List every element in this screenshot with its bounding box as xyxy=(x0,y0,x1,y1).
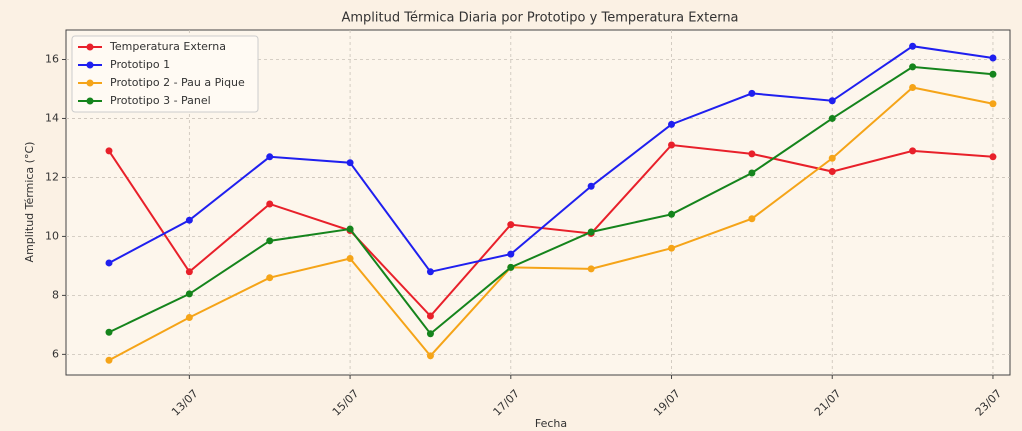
legend-marker xyxy=(86,43,94,51)
legend-marker xyxy=(86,61,94,69)
point xyxy=(587,228,595,236)
point xyxy=(266,274,274,282)
point xyxy=(748,169,756,177)
point xyxy=(587,182,595,190)
legend-marker xyxy=(86,79,94,87)
point xyxy=(909,84,917,91)
point xyxy=(828,168,836,176)
x-axis-label: Fecha xyxy=(535,417,567,430)
point xyxy=(346,225,354,233)
point xyxy=(828,154,836,162)
series-line xyxy=(108,143,994,318)
legend-label: Prototipo 3 - Panel xyxy=(110,94,211,107)
point xyxy=(426,312,434,320)
y-tick-label: 6 xyxy=(52,347,59,360)
series-line xyxy=(108,45,994,273)
point xyxy=(668,120,676,128)
point xyxy=(426,352,434,360)
point xyxy=(748,215,756,223)
point xyxy=(909,42,917,50)
point xyxy=(909,63,917,71)
point xyxy=(105,147,113,155)
point xyxy=(748,150,756,158)
series-line xyxy=(108,65,994,336)
legend: Temperatura Externa Prototipo 1 Prototipo … xyxy=(71,35,259,113)
legend-label: Temperatura Externa xyxy=(109,40,226,53)
point xyxy=(909,147,917,155)
point xyxy=(507,221,515,229)
point xyxy=(507,250,515,258)
y-axis-label: Amplitud Térmica (°C) xyxy=(23,142,36,263)
point xyxy=(828,114,836,122)
marks xyxy=(105,42,997,364)
point xyxy=(668,210,676,218)
y-tick-label: 12 xyxy=(45,170,59,183)
point xyxy=(989,153,997,161)
point xyxy=(266,153,274,161)
point xyxy=(748,89,756,97)
legend-marker xyxy=(86,97,94,105)
point xyxy=(426,268,434,276)
point xyxy=(105,356,113,364)
legend-label: Prototipo 1 xyxy=(110,58,170,71)
point xyxy=(989,100,997,108)
point xyxy=(105,328,113,336)
point xyxy=(185,290,193,298)
point xyxy=(346,255,354,263)
legend-label: Prototipo 2 - Pau a Pique xyxy=(110,76,245,89)
point xyxy=(185,268,193,276)
point xyxy=(185,216,193,224)
point xyxy=(587,265,595,273)
point xyxy=(507,263,515,271)
point xyxy=(346,159,354,167)
chart-title: Amplitud Térmica Diaria por Prototipo y … xyxy=(341,11,738,26)
y-tick-label: 16 xyxy=(45,52,59,65)
y-tick-label: 8 xyxy=(52,288,59,301)
y-tick-label: 14 xyxy=(45,111,59,124)
point xyxy=(668,141,676,149)
point xyxy=(989,54,997,62)
point xyxy=(266,200,274,208)
y-tick-label: 10 xyxy=(45,229,59,242)
series-line xyxy=(108,86,994,362)
point xyxy=(828,97,836,105)
point xyxy=(426,330,434,338)
point xyxy=(185,314,193,321)
point xyxy=(105,259,113,267)
point xyxy=(668,244,676,252)
point xyxy=(266,237,274,245)
point xyxy=(989,70,997,78)
legend-box xyxy=(71,35,259,113)
